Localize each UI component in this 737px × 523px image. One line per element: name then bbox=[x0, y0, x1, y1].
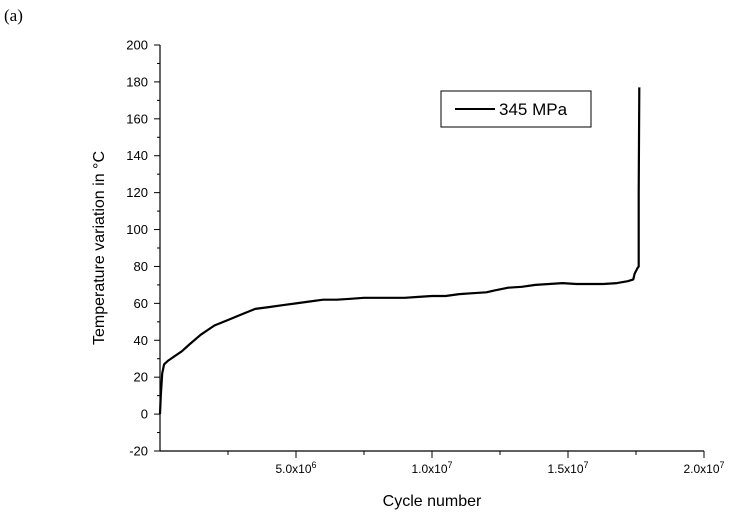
y-tick-label: 40 bbox=[134, 333, 148, 348]
y-tick-label: 120 bbox=[126, 185, 148, 200]
y-tick-label: 60 bbox=[134, 296, 148, 311]
y-axis-title: Temperature variation in °C bbox=[91, 151, 108, 345]
y-tick-label: 200 bbox=[126, 38, 148, 53]
legend: 345 MPa bbox=[440, 90, 592, 128]
legend-label: 345 MPa bbox=[499, 100, 568, 119]
y-tick-label: -20 bbox=[129, 444, 148, 459]
y-tick-label: 20 bbox=[134, 370, 148, 385]
x-tick-label: 2.0x107 bbox=[683, 460, 724, 476]
y-tick-label: 100 bbox=[126, 222, 148, 237]
x-tick-label: 5.0x106 bbox=[275, 460, 316, 476]
y-tick-label: 160 bbox=[126, 111, 148, 126]
y-tick-label: 80 bbox=[134, 259, 148, 274]
x-axis-title: Cycle number bbox=[383, 493, 482, 510]
y-tick-label: 180 bbox=[126, 74, 148, 89]
x-tick-label: 1.0x107 bbox=[411, 460, 452, 476]
legend-box bbox=[440, 90, 592, 128]
x-tick-label: 1.5x107 bbox=[547, 460, 588, 476]
panel-label: (a) bbox=[4, 6, 23, 25]
series-layer bbox=[158, 87, 641, 415]
series-line bbox=[158, 87, 641, 415]
y-tick-label: 140 bbox=[126, 148, 148, 163]
y-tick-label: 0 bbox=[141, 407, 148, 422]
axes: -20 0 20 40 60 80 100 120 140 160 180 200 5.0x106 1.0… bbox=[91, 38, 725, 511]
